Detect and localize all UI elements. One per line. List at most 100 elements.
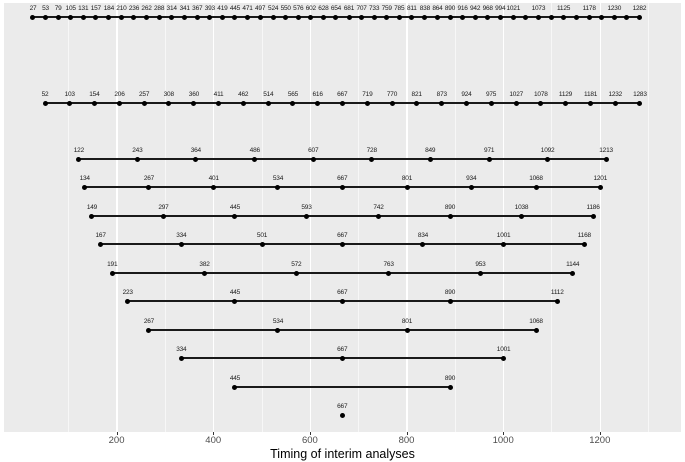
data-point [89,213,95,219]
point-label: 975 [485,91,497,98]
data-point [612,100,618,106]
point-label: 52 [41,91,49,98]
point-label: 501 [256,232,268,239]
data-point [252,156,258,162]
point-label: 267 [143,318,155,325]
data-point [586,14,592,20]
data-point [590,213,596,219]
point-label: 707 [356,5,367,12]
data-point [597,184,603,190]
point-label: 942 [470,5,481,12]
data-point [501,355,507,361]
x-tick-label: 1000 [492,435,514,446]
data-point [68,14,74,20]
point-label: 534 [272,318,284,325]
data-point [439,100,445,106]
point-label: 1068 [529,318,543,325]
point-label: 445 [229,5,241,12]
point-label: 1232 [608,91,623,98]
point-label: 576 [293,5,304,12]
data-point [472,14,478,20]
data-point [447,298,453,304]
data-point [265,100,271,106]
grid-major-line [309,3,312,432]
data-point [447,213,453,219]
point-label: 401 [208,175,219,182]
data-point [434,14,440,20]
point-label: 382 [199,261,210,268]
point-label: 719 [362,91,373,98]
data-point [624,14,630,20]
data-point [144,14,150,20]
data-point [384,14,390,20]
data-point [477,270,483,276]
data-point [513,100,519,106]
point-label: 742 [373,204,384,211]
data-point [637,100,643,106]
point-label: 628 [318,5,329,12]
data-point [414,100,420,106]
data-point [270,14,276,20]
data-point [339,298,345,304]
point-label: 367 [192,5,203,12]
data-point [371,14,377,20]
data-point [588,100,594,106]
point-label: 1168 [577,232,591,239]
point-label: 267 [143,175,155,182]
data-point [283,14,289,20]
data-point [611,14,617,20]
data-point [533,327,539,333]
data-point [303,213,309,219]
data-point [339,241,345,247]
point-label: 1178 [582,5,596,12]
point-label: 514 [263,91,274,98]
point-label: 607 [308,147,319,154]
point-label: 1213 [599,147,613,154]
data-point [293,270,299,276]
data-point [573,14,579,20]
point-label: 334 [176,346,187,353]
data-point [364,100,370,106]
x-axis-title: Timing of interim analyses [270,447,415,461]
data-point [535,14,541,20]
data-point [232,213,238,219]
point-label: 1201 [593,175,608,182]
data-point [76,156,82,162]
point-label: 1144 [566,261,580,268]
data-point [447,384,453,390]
data-point [548,14,554,20]
point-label: 223 [122,289,133,296]
point-label: 770 [386,91,398,98]
data-point [420,241,426,247]
data-point [193,156,199,162]
data-point [178,355,184,361]
data-point [486,156,492,162]
data-point [339,184,345,190]
point-label: 968 [482,5,493,12]
point-label: 667 [337,91,348,98]
row-line [91,215,594,217]
point-label: 811 [406,5,417,12]
data-point [55,14,61,20]
data-point [485,14,491,20]
data-point [30,14,36,20]
x-tick-mark [309,432,311,435]
grid-major-line [406,3,408,432]
data-point [146,327,152,333]
point-label: 763 [383,261,394,268]
data-point [290,100,296,106]
point-label: 79 [54,5,62,12]
data-point [134,156,140,162]
point-label: 243 [132,147,143,154]
point-label: 654 [330,5,342,12]
point-label: 994 [495,5,506,12]
data-point [178,241,184,247]
point-label: 890 [444,375,456,382]
point-label: 602 [305,5,316,12]
point-label: 131 [78,5,89,12]
data-point [259,241,265,247]
point-label: 849 [425,147,436,154]
data-point [240,100,246,106]
data-point [389,100,395,106]
